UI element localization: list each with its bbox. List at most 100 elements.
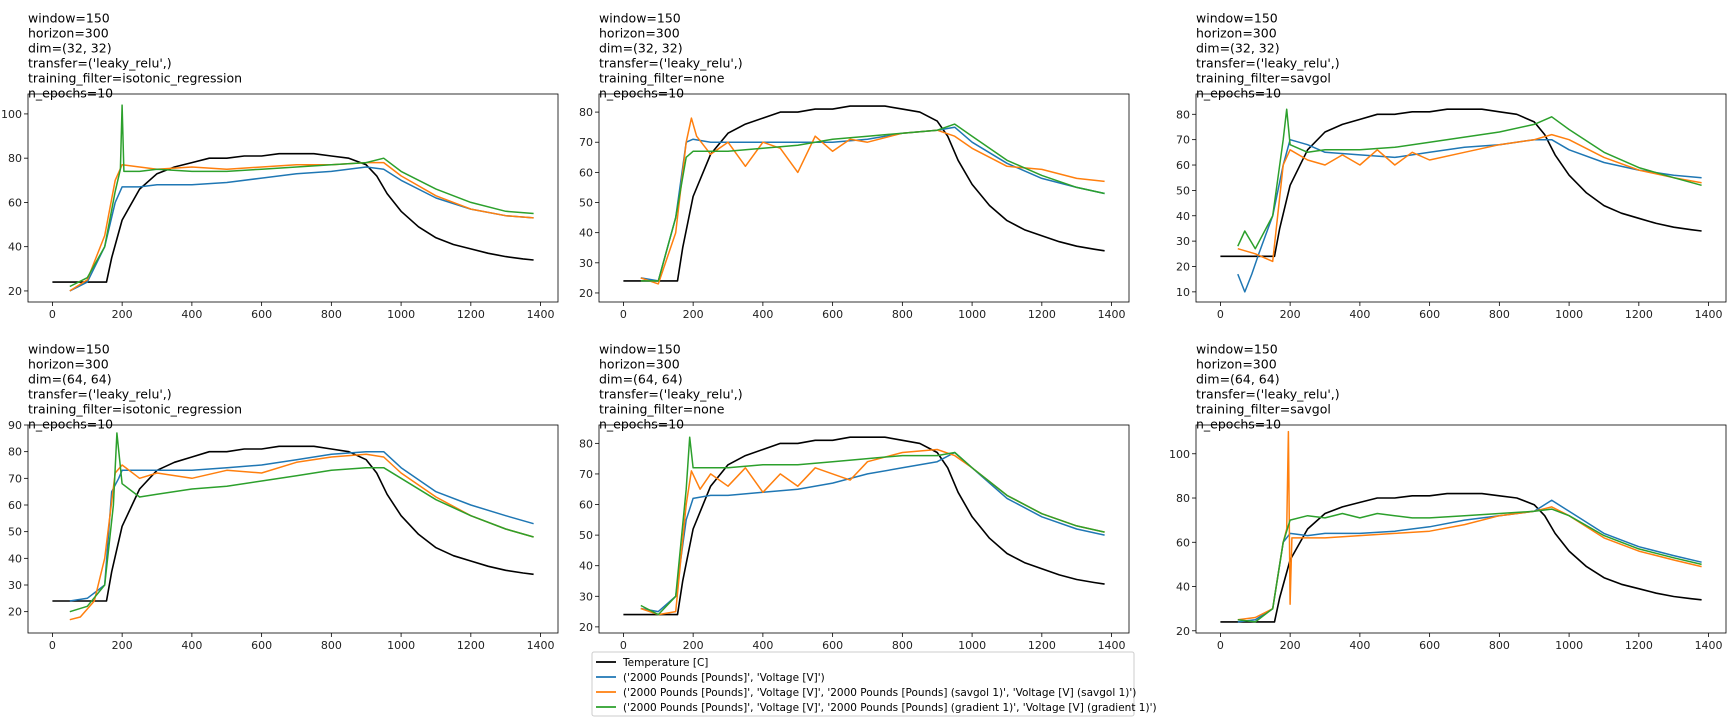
x-tick-label: 400 [752,308,773,321]
y-tick-label: 30 [1176,235,1190,248]
series-group [52,432,534,621]
subplot-title-line: training_filter=savgol [1196,71,1331,86]
subplot-title-line: window=150 [1196,11,1278,26]
x-tick-label: 1000 [958,639,986,652]
subplot-title-line: n_epochs=10 [599,417,684,432]
x-tick-label: 600 [822,639,843,652]
subplot-title-line: window=150 [28,342,110,357]
x-tick-label: 1400 [1695,639,1723,652]
legend-entry-s1: ('2000 Pounds [Pounds]', 'Voltage [V]') [623,672,825,684]
subplot-title-line: n_epochs=10 [28,86,113,101]
series-group [1220,430,1702,623]
subplot-title-line: dim=(32, 32) [599,41,683,56]
x-tick-label: 200 [112,308,133,321]
legend-entry-temperature: Temperature [C] [622,657,708,669]
x-tick-label: 200 [112,639,133,652]
subplot-title-line: transfer=('leaky_relu',) [1196,56,1340,71]
y-tick-label: 40 [8,552,22,565]
x-tick-label: 800 [321,308,342,321]
subplot-title-line: dim=(64, 64) [28,372,112,387]
x-tick-label: 800 [892,308,913,321]
x-tick-label: 800 [321,639,342,652]
axes-frame [27,93,559,303]
x-tick-label: 1400 [1098,639,1126,652]
x-tick-label: 800 [1489,308,1510,321]
legend-entry-s2: ('2000 Pounds [Pounds]', 'Voltage [V]', … [623,687,1136,699]
subplot-title-line: horizon=300 [28,26,109,41]
y-tick-label: 70 [1176,134,1190,147]
y-tick-label: 40 [1176,210,1190,223]
series-line-s3 [69,104,534,288]
series-line-s2 [640,448,1105,616]
x-tick-label: 200 [1280,308,1301,321]
x-tick-label: 400 [1349,308,1370,321]
series-line-s3 [640,123,1105,282]
x-tick-label: 0 [620,308,627,321]
subplot-title-line: n_epochs=10 [1196,86,1281,101]
x-tick-label: 1000 [387,639,415,652]
x-tick-label: 600 [1419,639,1440,652]
y-tick-label: 80 [1176,108,1190,121]
x-tick-label: 1400 [527,308,555,321]
x-tick-label: 1000 [958,308,986,321]
subplot-title-line: training_filter=savgol [1196,402,1331,417]
axes-frame [598,424,1130,634]
y-tick-label: 20 [1176,625,1190,638]
subplot-title-line: horizon=300 [1196,26,1277,41]
y-tick-label: 40 [579,227,593,240]
axes-frame [1195,93,1727,303]
series-line-s1 [1237,499,1702,623]
x-tick-label: 0 [49,308,56,321]
axes-frame [1195,424,1727,634]
y-tick-label: 30 [579,590,593,603]
x-tick-label: 1200 [1028,308,1056,321]
subplot-title-line: dim=(32, 32) [1196,41,1280,56]
x-tick-label: 600 [1419,308,1440,321]
series-line-s1 [69,450,534,602]
x-tick-label: 1000 [387,308,415,321]
x-tick-label: 400 [752,639,773,652]
y-tick-label: 20 [8,285,22,298]
y-tick-label: 40 [579,560,593,573]
subplot-title-line: horizon=300 [599,26,680,41]
x-tick-label: 800 [1489,639,1510,652]
x-tick-label: 200 [683,308,704,321]
subplot-title-line: window=150 [599,342,681,357]
subplot-title-line: dim=(64, 64) [599,372,683,387]
y-tick-label: 60 [579,166,593,179]
y-tick-label: 10 [1176,286,1190,299]
series-line-s3 [1237,108,1702,250]
y-tick-label: 60 [1176,159,1190,172]
series-group [623,436,1105,616]
x-tick-label: 800 [892,639,913,652]
subplot-title-line: transfer=('leaky_relu',) [28,56,172,71]
subplot-title-line: horizon=300 [599,357,680,372]
y-tick-label: 90 [8,419,22,432]
series-line-s2 [69,161,534,292]
y-tick-label: 40 [1176,581,1190,594]
y-tick-label: 60 [579,499,593,512]
y-tick-label: 80 [1176,492,1190,505]
x-tick-label: 1000 [1555,308,1583,321]
y-tick-label: 50 [1176,184,1190,197]
x-tick-label: 1400 [527,639,555,652]
subplot-title-line: training_filter=none [599,71,725,86]
series-group [1220,108,1702,293]
series-group [623,105,1105,285]
y-tick-label: 50 [8,526,22,539]
x-tick-label: 200 [1280,639,1301,652]
x-tick-label: 1200 [457,308,485,321]
x-tick-label: 1000 [1555,639,1583,652]
y-tick-label: 60 [8,499,22,512]
y-tick-label: 20 [1176,260,1190,273]
subplot-title-line: training_filter=isotonic_regression [28,402,242,417]
legend-box [591,651,1135,717]
x-tick-label: 600 [251,308,272,321]
y-tick-label: 70 [579,136,593,149]
y-tick-label: 20 [579,621,593,634]
y-tick-label: 80 [579,106,593,119]
